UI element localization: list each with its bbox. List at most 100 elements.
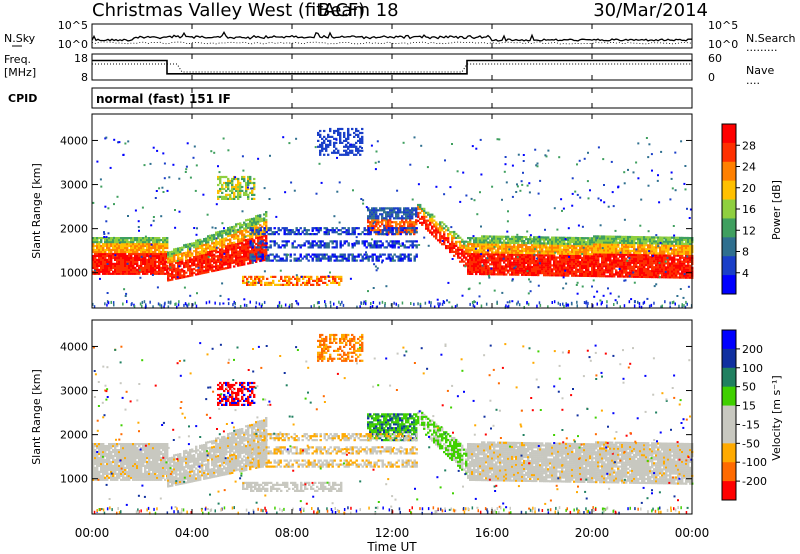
- echo-cell: [575, 242, 578, 246]
- echo-cell: [645, 244, 648, 247]
- echo-cell: [185, 257, 188, 260]
- echo-cell: [311, 240, 314, 243]
- echo-cell: [162, 268, 165, 271]
- echo-cell: [169, 278, 172, 282]
- echo-cell: [495, 257, 498, 260]
- echo-cell: [361, 231, 364, 234]
- echo-cell: [539, 254, 542, 257]
- echo-cell: [621, 269, 624, 272]
- echo-cell: [679, 274, 682, 277]
- echo-cell: [144, 264, 147, 267]
- echo-cell: [547, 268, 550, 271]
- echo-cell: [629, 235, 632, 239]
- echo-cell: [209, 238, 212, 241]
- echo-cell: [124, 243, 127, 246]
- echo-cell: [579, 270, 582, 273]
- echo-cell: [193, 263, 196, 267]
- echo-cell: [667, 252, 670, 255]
- echo-cell: [541, 256, 544, 259]
- echo-cell: [553, 260, 556, 263]
- echo-cell: [203, 251, 206, 255]
- echo-cell: [689, 240, 692, 244]
- echo-cell: [607, 271, 610, 274]
- echo-cell: [317, 133, 320, 136]
- echo-cell: [637, 267, 640, 270]
- echo-cell: [689, 268, 692, 271]
- echo-cell: [329, 141, 332, 144]
- echo-cell: [585, 243, 588, 246]
- echo-cell: [531, 238, 534, 241]
- echo-cell: [675, 270, 678, 273]
- echo-cell: [363, 257, 366, 260]
- echo-cell: [689, 270, 692, 273]
- echo-cell: [523, 259, 526, 262]
- echo-cell: [341, 244, 344, 247]
- echo-cell: [322, 281, 325, 284]
- echo-cell: [335, 147, 338, 150]
- echo-cell: [169, 261, 172, 264]
- echo-cell: [497, 261, 500, 264]
- echo-cell: [585, 257, 588, 260]
- echo-cell: [278, 279, 281, 282]
- echo-cell: [623, 275, 626, 278]
- echo-cell: [263, 235, 266, 238]
- echo-cell: [169, 251, 172, 254]
- echo-cell: [331, 229, 334, 232]
- echo-cell: [479, 237, 482, 240]
- echo-cell: [287, 240, 290, 243]
- echo-cell: [379, 207, 382, 210]
- echo-cell: [347, 129, 350, 133]
- echo-cell: [617, 257, 620, 260]
- echo-cell: [579, 252, 582, 256]
- echo-cell: [335, 257, 338, 260]
- echo-cell: [221, 267, 224, 271]
- echo-cell: [663, 250, 666, 253]
- echo-cell: [112, 248, 115, 252]
- echo-cell: [613, 247, 616, 250]
- echo-cell: [641, 238, 644, 241]
- echo-cell: [171, 260, 174, 263]
- echo-cell: [213, 261, 216, 264]
- echo-cell: [561, 268, 564, 271]
- echo-cell: [257, 258, 260, 261]
- echo-cell: [623, 265, 626, 268]
- echo-cell: [623, 269, 626, 272]
- echo-cell: [118, 256, 121, 260]
- echo-cell: [387, 244, 390, 247]
- echo-cell: [193, 258, 196, 261]
- echo-cell: [339, 131, 342, 135]
- echo-cell: [499, 269, 502, 272]
- echo-cell: [241, 239, 244, 243]
- echo-cell: [262, 275, 265, 278]
- echo-cell: [535, 248, 538, 251]
- echo-cell: [617, 263, 620, 266]
- echo-cell: [633, 265, 636, 268]
- echo-cell: [525, 236, 528, 239]
- echo-cell: [569, 268, 572, 271]
- echo-cell: [339, 139, 342, 142]
- echo-cell: [132, 256, 135, 260]
- echo-cell: [621, 245, 624, 248]
- echo-cell: [559, 240, 562, 243]
- echo-cell: [381, 233, 384, 236]
- echo-cell: [665, 244, 668, 247]
- echo-cell: [565, 262, 568, 265]
- echo-cell: [158, 270, 161, 273]
- echo-cell: [209, 268, 212, 271]
- echo-cell: [669, 240, 672, 243]
- echo-cell: [601, 269, 604, 272]
- echo-cell: [687, 236, 690, 240]
- echo-cell: [661, 264, 664, 267]
- echo-cell: [229, 258, 232, 261]
- echo-cell: [403, 207, 406, 210]
- echo-cell: [535, 244, 538, 247]
- echo-cell: [519, 237, 522, 241]
- echo-cell: [199, 270, 202, 273]
- echo-cell: [629, 245, 632, 248]
- echo-cell: [563, 264, 566, 267]
- echo-cell: [343, 257, 346, 260]
- echo-cell: [547, 256, 550, 259]
- echo-cell: [507, 247, 510, 250]
- echo-cell: [663, 248, 666, 251]
- echo-cell: [116, 239, 119, 242]
